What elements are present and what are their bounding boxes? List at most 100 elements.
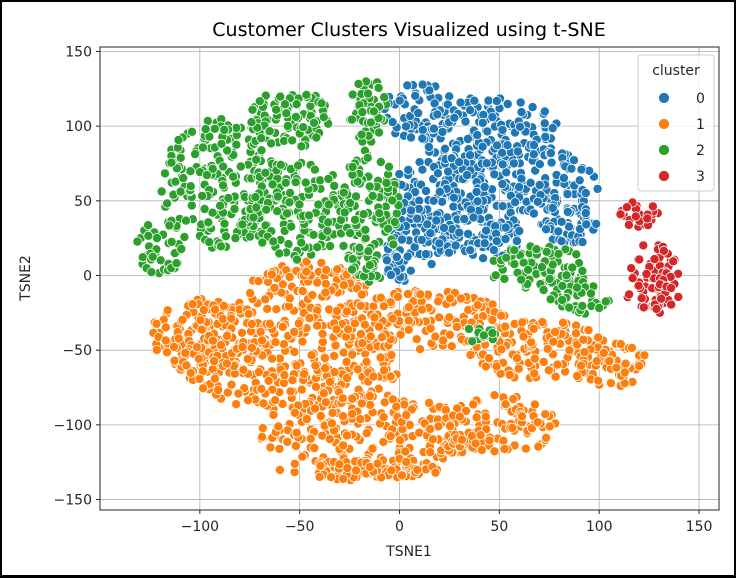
data-point-cluster-0 [540,131,551,142]
data-point-cluster-1 [245,288,256,299]
data-point-cluster-1 [368,371,379,382]
data-point-cluster-2 [325,241,336,252]
data-point-cluster-1 [351,465,362,476]
data-point-cluster-1 [193,353,204,364]
data-point-cluster-2 [143,220,154,231]
data-point-cluster-3 [630,211,641,222]
data-point-cluster-1 [209,373,220,384]
data-point-cluster-2 [267,179,278,190]
data-point-cluster-0 [479,181,490,192]
data-point-cluster-1 [291,427,302,438]
data-point-cluster-0 [410,90,421,101]
data-point-cluster-1 [355,414,366,425]
data-point-cluster-0 [539,106,550,117]
data-point-cluster-0 [508,158,519,169]
data-point-cluster-1 [359,319,370,330]
data-point-cluster-1 [315,411,326,422]
data-point-cluster-1 [320,278,331,289]
data-point-cluster-0 [514,182,525,193]
data-point-cluster-2 [146,267,157,278]
data-point-cluster-1 [401,456,412,467]
data-point-cluster-1 [511,353,522,364]
data-point-cluster-1 [412,464,423,475]
data-point-cluster-1 [276,287,287,298]
data-point-cluster-2 [185,181,196,192]
data-point-cluster-0 [481,225,492,236]
data-point-cluster-2 [256,133,267,144]
data-point-cluster-2 [203,217,214,228]
data-point-cluster-0 [449,112,460,123]
data-point-cluster-2 [222,145,233,156]
data-point-cluster-1 [378,412,389,423]
data-point-cluster-2 [173,134,184,145]
data-point-cluster-2 [347,89,358,100]
data-point-cluster-2 [185,166,196,177]
data-point-cluster-1 [375,292,386,303]
data-point-cluster-0 [482,126,493,137]
data-point-cluster-2 [499,273,510,284]
legend-marker-3 [658,170,670,182]
y-tick-label: 0 [83,269,92,285]
data-point-cluster-1 [301,266,312,277]
data-point-cluster-1 [489,390,500,401]
data-point-cluster-2 [283,239,294,250]
data-point-cluster-1 [446,341,457,352]
data-point-cluster-0 [425,228,436,239]
data-point-cluster-2 [250,191,261,202]
data-point-cluster-1 [579,347,590,358]
data-point-cluster-1 [279,370,290,381]
data-point-cluster-0 [471,186,482,197]
data-point-cluster-1 [270,395,281,406]
data-point-cluster-2 [318,112,329,123]
data-point-cluster-1 [454,411,465,422]
data-point-cluster-2 [186,200,197,211]
data-point-cluster-1 [533,441,544,452]
data-point-cluster-0 [460,116,471,127]
data-point-cluster-1 [605,378,616,389]
data-point-cluster-2 [260,167,271,178]
data-point-cluster-1 [517,411,528,422]
data-point-cluster-2 [216,138,227,149]
data-point-cluster-3 [666,282,677,293]
data-point-cluster-1 [396,470,407,481]
data-point-cluster-0 [497,179,508,190]
data-point-cluster-1 [537,317,548,328]
data-point-cluster-2 [560,244,571,255]
data-point-cluster-1 [257,335,268,346]
data-point-cluster-0 [528,149,539,160]
data-point-cluster-1 [257,431,268,442]
data-point-cluster-1 [222,330,233,341]
data-point-cluster-1 [564,345,575,356]
data-point-cluster-0 [488,245,499,256]
data-point-cluster-1 [343,324,354,335]
data-point-cluster-2 [176,243,187,254]
data-point-cluster-1 [268,409,279,420]
legend-title: cluster [652,63,700,79]
data-point-cluster-1 [513,363,524,374]
data-point-cluster-2 [567,262,578,273]
data-point-cluster-1 [444,312,455,323]
data-point-cluster-2 [268,236,279,247]
data-point-cluster-1 [304,313,315,324]
data-point-cluster-1 [331,305,342,316]
data-point-cluster-3 [642,213,653,224]
data-point-cluster-1 [301,414,312,425]
data-point-cluster-2 [516,274,527,285]
data-point-cluster-2 [346,114,357,125]
data-point-cluster-1 [246,342,257,353]
data-point-cluster-1 [395,329,406,340]
data-point-cluster-2 [296,141,307,152]
data-point-cluster-1 [526,337,537,348]
data-point-cluster-2 [347,264,358,275]
data-point-cluster-2 [329,180,340,191]
data-point-cluster-0 [472,196,483,207]
data-point-cluster-1 [361,428,372,439]
x-tick-label: −100 [181,519,219,535]
data-point-cluster-3 [638,240,649,251]
data-point-cluster-0 [492,140,503,151]
data-point-cluster-1 [425,423,436,434]
data-point-cluster-2 [159,168,170,179]
data-point-cluster-2 [357,107,368,118]
data-point-cluster-1 [173,333,184,344]
data-point-cluster-2 [379,92,390,103]
